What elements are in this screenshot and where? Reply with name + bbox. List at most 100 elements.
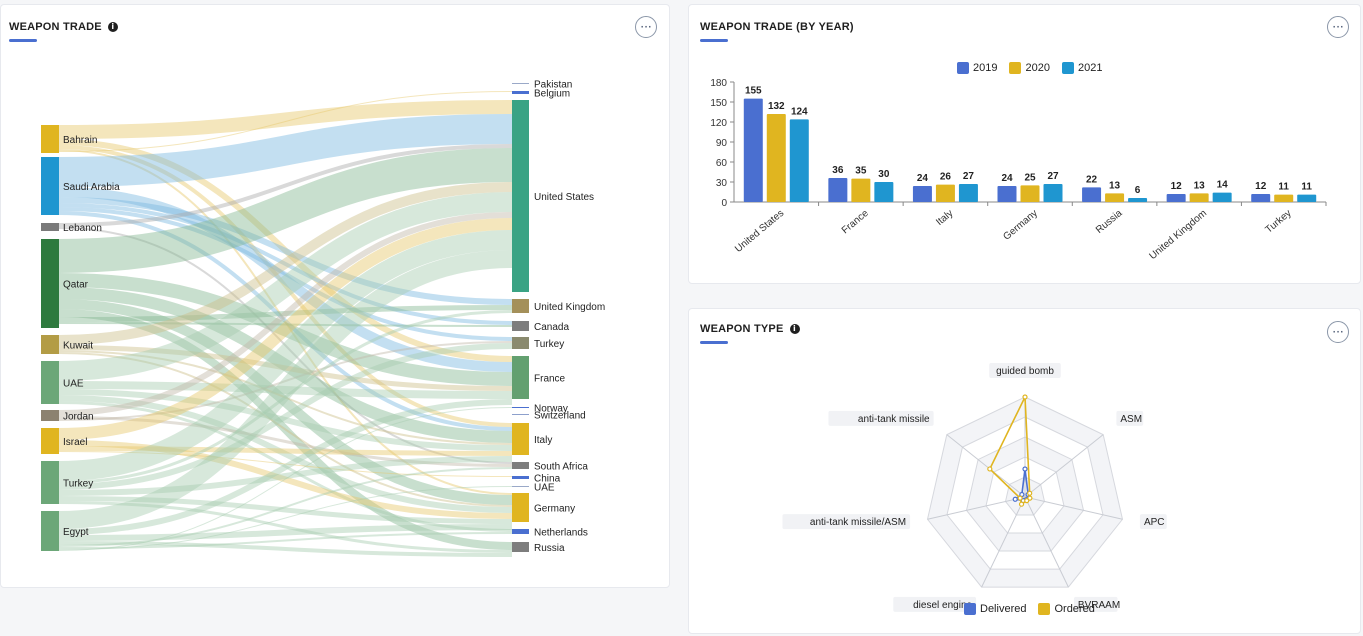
sankey-target-node[interactable] [512, 529, 529, 534]
sankey-target-node[interactable] [512, 476, 529, 479]
sankey-link[interactable] [58, 501, 513, 553]
bar[interactable] [828, 178, 848, 202]
sankey-link[interactable] [58, 273, 513, 386]
sankey-link[interactable] [58, 343, 513, 490]
sankey-link[interactable] [58, 401, 513, 532]
sankey-link[interactable] [58, 451, 513, 477]
bar[interactable] [789, 119, 809, 202]
info-icon[interactable]: i [789, 324, 800, 334]
legend-item[interactable]: 2020 [1009, 62, 1050, 74]
bar[interactable] [874, 182, 894, 202]
radar-point[interactable] [987, 466, 993, 472]
sankey-link[interactable] [58, 496, 513, 524]
sankey-source-node[interactable] [41, 223, 59, 231]
sankey-source-node[interactable] [41, 361, 59, 404]
bar[interactable] [912, 186, 932, 202]
bar[interactable] [766, 114, 786, 202]
sankey-link[interactable] [58, 250, 513, 529]
sankey-link[interactable] [58, 192, 513, 381]
sankey-link[interactable] [58, 524, 513, 541]
radar-point[interactable] [1027, 490, 1033, 496]
sankey-link[interactable] [58, 399, 513, 535]
legend-item[interactable]: 2021 [1061, 62, 1102, 74]
bar[interactable] [1166, 194, 1186, 202]
bar[interactable] [851, 178, 871, 202]
bar[interactable] [1105, 193, 1125, 202]
sankey-link[interactable] [58, 144, 513, 227]
bar[interactable] [1189, 193, 1209, 202]
bar[interactable] [935, 184, 955, 202]
bar[interactable] [1297, 194, 1317, 202]
bar[interactable] [1274, 194, 1294, 202]
sankey-source-node[interactable] [41, 511, 59, 551]
bar[interactable] [958, 184, 978, 202]
sankey-target-node[interactable] [512, 542, 529, 552]
sankey-target-node[interactable] [512, 299, 529, 313]
sankey-link[interactable] [58, 211, 513, 431]
sankey-source-node[interactable] [41, 157, 59, 215]
bar[interactable] [1128, 198, 1148, 202]
sankey-link[interactable] [58, 114, 513, 187]
sankey-link[interactable] [58, 305, 513, 322]
sankey-link[interactable] [58, 91, 513, 152]
radar-point[interactable] [1027, 495, 1033, 501]
sankey-link[interactable] [58, 310, 513, 484]
more-options-button[interactable]: ··· [1327, 321, 1349, 343]
sankey-target-node[interactable] [512, 337, 529, 349]
sankey-link[interactable] [58, 456, 513, 496]
sankey-target-node[interactable] [512, 486, 529, 487]
bar[interactable] [1212, 192, 1232, 202]
sankey-source-node[interactable] [41, 239, 59, 328]
sankey-link[interactable] [58, 187, 513, 372]
sankey-link[interactable] [58, 440, 513, 519]
sankey-link[interactable] [58, 149, 513, 495]
radar-point[interactable] [1022, 394, 1028, 400]
radar-point[interactable] [1024, 498, 1030, 504]
sankey-target-node[interactable] [512, 83, 529, 84]
more-options-button[interactable]: ··· [635, 16, 657, 38]
sankey-link[interactable] [58, 532, 513, 549]
sankey-link[interactable] [58, 541, 513, 557]
info-icon[interactable]: i [107, 22, 118, 32]
sankey-link[interactable] [58, 322, 513, 327]
sankey-target-node[interactable] [512, 321, 529, 331]
sankey-source-node[interactable] [41, 410, 59, 421]
sankey-source-node[interactable] [41, 335, 59, 354]
bar[interactable] [1251, 194, 1271, 202]
bar[interactable] [1020, 185, 1040, 202]
sankey-link[interactable] [58, 197, 513, 305]
sankey-link[interactable] [58, 389, 513, 451]
sankey-target-node[interactable] [512, 414, 529, 415]
sankey-link[interactable] [58, 341, 513, 421]
sankey-target-node[interactable] [512, 100, 529, 292]
radar-point[interactable] [1018, 501, 1025, 507]
sankey-link[interactable] [58, 467, 513, 547]
sankey-link[interactable] [58, 345, 513, 391]
sankey-link[interactable] [58, 227, 513, 464]
legend-item[interactable]: 2019 [957, 62, 997, 74]
radar-point[interactable] [1017, 495, 1023, 501]
sankey-source-node[interactable] [41, 125, 59, 153]
radar-point[interactable] [1022, 466, 1028, 472]
sankey-link[interactable] [58, 230, 513, 481]
sankey-target-node[interactable] [512, 407, 529, 408]
sankey-link[interactable] [58, 207, 513, 341]
sankey-link[interactable] [58, 350, 513, 445]
bar[interactable] [997, 186, 1017, 202]
sankey-link[interactable] [58, 395, 513, 513]
sankey-target-node[interactable] [512, 493, 529, 522]
legend-item[interactable]: Delivered [964, 603, 1026, 615]
sankey-target-node[interactable] [512, 91, 529, 94]
bar[interactable] [743, 98, 763, 202]
sankey-source-node[interactable] [41, 461, 59, 504]
bar[interactable] [1043, 184, 1063, 202]
sankey-link[interactable] [58, 218, 513, 440]
sankey-link[interactable] [58, 100, 513, 139]
sankey-link[interactable] [58, 486, 513, 550]
bar[interactable] [1082, 187, 1102, 202]
sankey-link[interactable] [58, 381, 513, 399]
radar-point[interactable] [1012, 496, 1018, 502]
sankey-link[interactable] [58, 203, 513, 325]
more-options-button[interactable]: ··· [1327, 16, 1349, 38]
sankey-link[interactable] [58, 407, 513, 551]
